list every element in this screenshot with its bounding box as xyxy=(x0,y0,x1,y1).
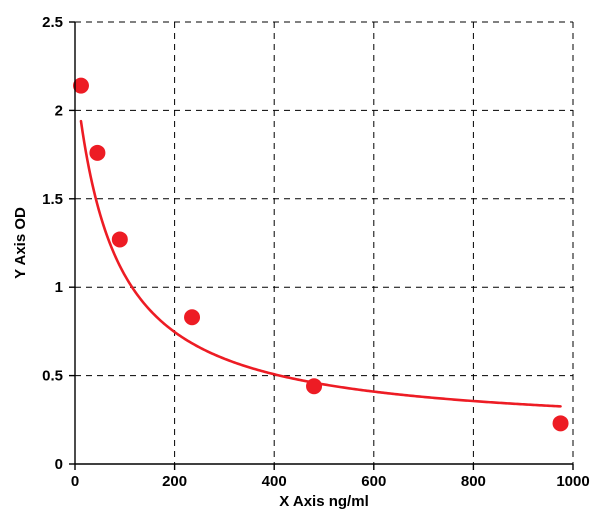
chart-bg xyxy=(0,0,600,516)
data-point xyxy=(307,379,322,394)
y-tick-label: 2 xyxy=(55,102,63,119)
x-tick-label: 800 xyxy=(461,473,486,490)
x-tick-label: 400 xyxy=(262,473,287,490)
x-tick-label: 0 xyxy=(71,473,79,490)
data-point xyxy=(73,78,88,93)
od-vs-concentration-chart: 0 200 400 600 800 1000 0 0.5 1 1.5 2 2.5 X Axis ng/m… xyxy=(0,0,600,516)
data-point xyxy=(553,416,568,431)
x-tick-label: 200 xyxy=(162,473,187,490)
x-tick-label: 1000 xyxy=(556,473,589,490)
y-tick-label: 0 xyxy=(55,456,63,473)
chart-svg: 0 200 400 600 800 1000 0 0.5 1 1.5 2 2.5 X Axis ng/m… xyxy=(0,0,600,516)
data-point xyxy=(90,145,105,160)
y-tick-label: 2.5 xyxy=(42,14,63,31)
y-tick-label: 0.5 xyxy=(42,368,63,385)
x-tick-label: 600 xyxy=(361,473,386,490)
x-axis-label: X Axis ng/ml xyxy=(279,493,368,510)
data-point xyxy=(112,232,127,247)
y-tick-label: 1 xyxy=(55,279,63,296)
data-point xyxy=(185,310,200,325)
y-axis-label: Y Axis OD xyxy=(12,207,29,279)
y-tick-label: 1.5 xyxy=(42,191,63,208)
